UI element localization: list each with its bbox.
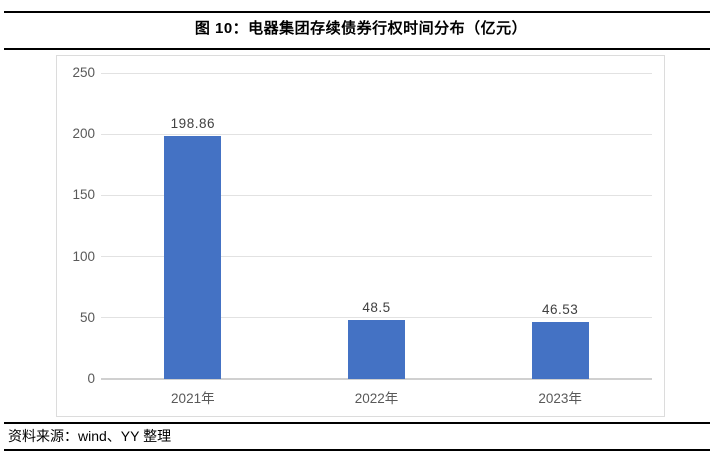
bar-chart: 0 50 100 150 200 250 198.86 2021年 48.5 2022年 46.53…: [56, 55, 665, 417]
bar: [164, 135, 222, 379]
gridline: [101, 133, 652, 135]
y-axis-tick-label: 150: [72, 187, 95, 203]
x-axis-category-label: 2023年: [538, 391, 582, 406]
top-divider: [4, 11, 710, 13]
gridline: [101, 194, 652, 196]
x-axis-category-label: 2021年: [171, 391, 215, 406]
x-axis-category-label: 2022年: [354, 391, 399, 406]
y-axis-tick-label: 200: [72, 126, 95, 142]
x-axis-baseline: [101, 378, 652, 380]
figure-source: 资料来源：wind、YY 整理: [8, 428, 172, 444]
bottom-divider: [4, 449, 710, 451]
gridline: [101, 317, 652, 319]
bar-value-label: 48.5: [362, 299, 391, 315]
y-axis-tick-label: 0: [87, 371, 95, 386]
gridline: [101, 72, 652, 74]
bar: [531, 322, 589, 379]
bar-value-label: 198.86: [170, 115, 215, 131]
y-axis-tick-label: 250: [72, 65, 95, 80]
y-axis-tick-label: 50: [79, 309, 95, 325]
title-divider: [4, 48, 710, 50]
gridline: [101, 256, 652, 258]
bar-value-label: 46.53: [542, 302, 579, 318]
bar: [348, 319, 405, 379]
figure-title: 图 10：电器集团存续债券行权时间分布（亿元）: [194, 20, 528, 37]
chart-bottom-divider: [4, 422, 710, 424]
y-axis-tick-label: 100: [72, 248, 95, 264]
